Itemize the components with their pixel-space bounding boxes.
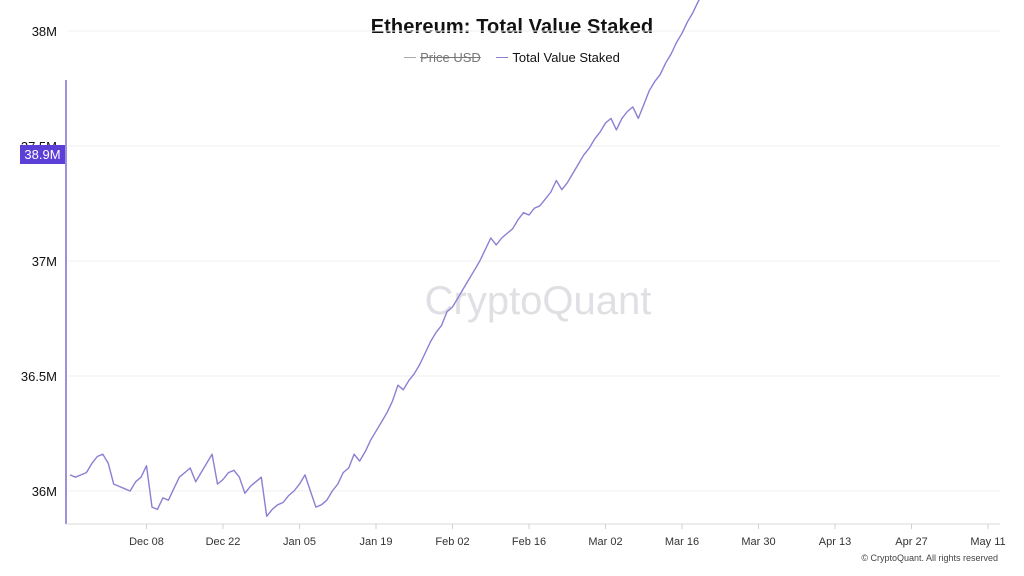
x-tick-label: Feb 02 (435, 536, 469, 548)
series-layer (69, 0, 988, 517)
x-axis-ticks: Dec 08 Dec 22 Jan 05 Jan 19 Feb 02 Feb 16 Mar … (129, 524, 1006, 548)
x-tick-label: Jan 19 (359, 536, 392, 548)
x-tick-label: Mar 30 (741, 536, 775, 548)
x-tick-label: May 11 (970, 536, 1005, 548)
chart-title: Ethereum: Total Value Staked (370, 16, 654, 38)
x-tick-label: Dec 22 (206, 536, 241, 548)
x-tick-label: Feb 16 (512, 536, 546, 548)
watermark-text: CryptoQuant (425, 279, 652, 323)
x-tick-label: Dec 08 (129, 536, 164, 548)
hover-value-label: 38.9M (20, 145, 65, 164)
legend: Price USD Total Value Staked (0, 49, 1024, 65)
x-tick-label: Apr 27 (895, 536, 927, 548)
legend-label-price-usd: Price USD (420, 50, 481, 66)
legend-item-price-usd[interactable]: Price USD (404, 50, 481, 65)
legend-label-total-value-staked: Total Value Staked (512, 50, 620, 66)
y-tick-label: 38M (32, 24, 57, 39)
y-tick-label: 36M (32, 484, 57, 499)
x-tick-label: Mar 02 (588, 536, 622, 548)
x-tick-label: Jan 05 (283, 536, 316, 548)
legend-swatch-total-value-staked (496, 57, 509, 59)
y-tick-label: 36.5M (21, 369, 57, 384)
x-tick-label: Mar 16 (665, 536, 699, 548)
x-tick-label: Apr 13 (819, 536, 851, 548)
series-line-total-value-staked[interactable] (69, 0, 988, 517)
legend-swatch-price-usd (404, 57, 417, 59)
legend-item-total-value-staked[interactable]: Total Value Staked (496, 50, 620, 66)
grid-lines (68, 30, 1000, 492)
y-tick-label: 37M (32, 254, 57, 269)
copyright-text: © CryptoQuant. All rights reserved (861, 553, 998, 563)
